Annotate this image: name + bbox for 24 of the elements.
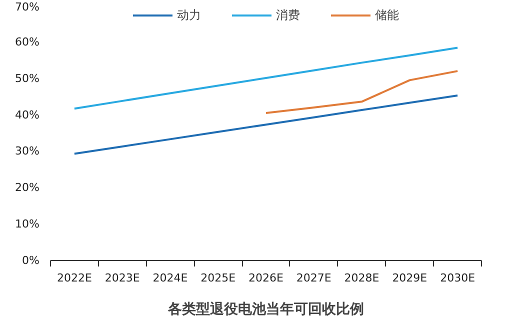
y-tick-label: 70%	[15, 0, 40, 14]
y-tick-label: 30%	[15, 144, 40, 158]
legend-label: 储能	[375, 6, 399, 24]
y-tick-label: 10%	[15, 218, 40, 231]
y-tick-label: 0%	[22, 254, 40, 267]
line-series	[73, 94, 459, 155]
y-tick-label: 60%	[15, 35, 40, 48]
legend-label: 动力	[177, 6, 201, 24]
y-tick-label: 20%	[15, 181, 40, 194]
x-tick-label: 2025E	[200, 272, 236, 284]
x-tick-label: 2022E	[56, 272, 92, 284]
x-tick-label: 2026E	[248, 272, 284, 284]
x-tick-label: 2030E	[440, 272, 476, 284]
y-tick-label: 40%	[15, 108, 40, 122]
y-tick-label: 50%	[15, 72, 40, 85]
x-tick-label: 2024E	[152, 272, 188, 284]
line-series	[265, 70, 459, 114]
line-series	[73, 46, 459, 110]
x-tick-label: 2027E	[296, 272, 332, 284]
x-tick-label: 2029E	[392, 272, 428, 284]
text: 各类型退役电池当年可回收比例	[167, 300, 364, 318]
x-tick-label: 2028E	[344, 272, 380, 284]
x-tick-label: 2023E	[104, 272, 140, 284]
legend-label: 消费	[276, 6, 300, 24]
